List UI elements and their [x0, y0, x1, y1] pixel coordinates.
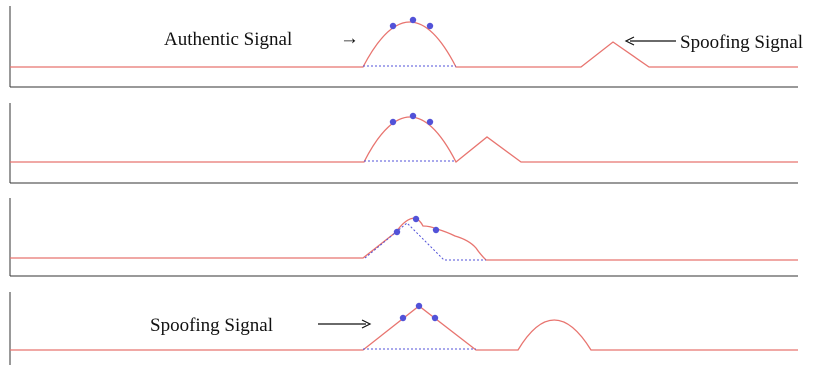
panel-1-signal-curve [10, 21, 798, 68]
panel-3-correlator-late [432, 226, 440, 234]
panel-1: Authentic Signal → Spoofing Signal [9, 6, 803, 88]
authentic-signal-arrow: → [340, 28, 359, 49]
spoofing-signal-label-bottom: Spoofing Signal [150, 315, 273, 336]
spoofing-signal-label-top: Spoofing Signal [680, 32, 803, 53]
panel-1-correlator-early [389, 22, 397, 30]
panel-2-correlator-early [389, 118, 397, 126]
panel-2-correlator-late [426, 118, 434, 126]
panel-3-correlator-prompt [412, 215, 420, 223]
panel-3-dotted-triangle [364, 222, 486, 261]
panel-1-correlator-late [426, 22, 434, 30]
panel-4-correlator-late [431, 314, 439, 322]
panel-4-signal-curve [10, 305, 798, 351]
panel-1-correlator-prompt [409, 16, 417, 24]
panel-4: Spoofing Signal [9, 292, 798, 365]
panel-3-correlator-early [393, 228, 401, 236]
panel-3 [9, 198, 798, 277]
spoofing-signal-arrowhead-bottom [361, 319, 372, 329]
panel-4-correlator-early [399, 314, 407, 322]
authentic-signal-label: Authentic Signal [164, 29, 292, 50]
panel-2-signal-curve [10, 116, 798, 164]
panel-4-correlator-prompt [415, 302, 423, 310]
panel-2 [9, 103, 798, 184]
panel-3-signal-curve [10, 217, 798, 261]
panel-2-correlator-prompt [409, 112, 417, 120]
spoofing-signal-arrowhead [624, 36, 635, 46]
